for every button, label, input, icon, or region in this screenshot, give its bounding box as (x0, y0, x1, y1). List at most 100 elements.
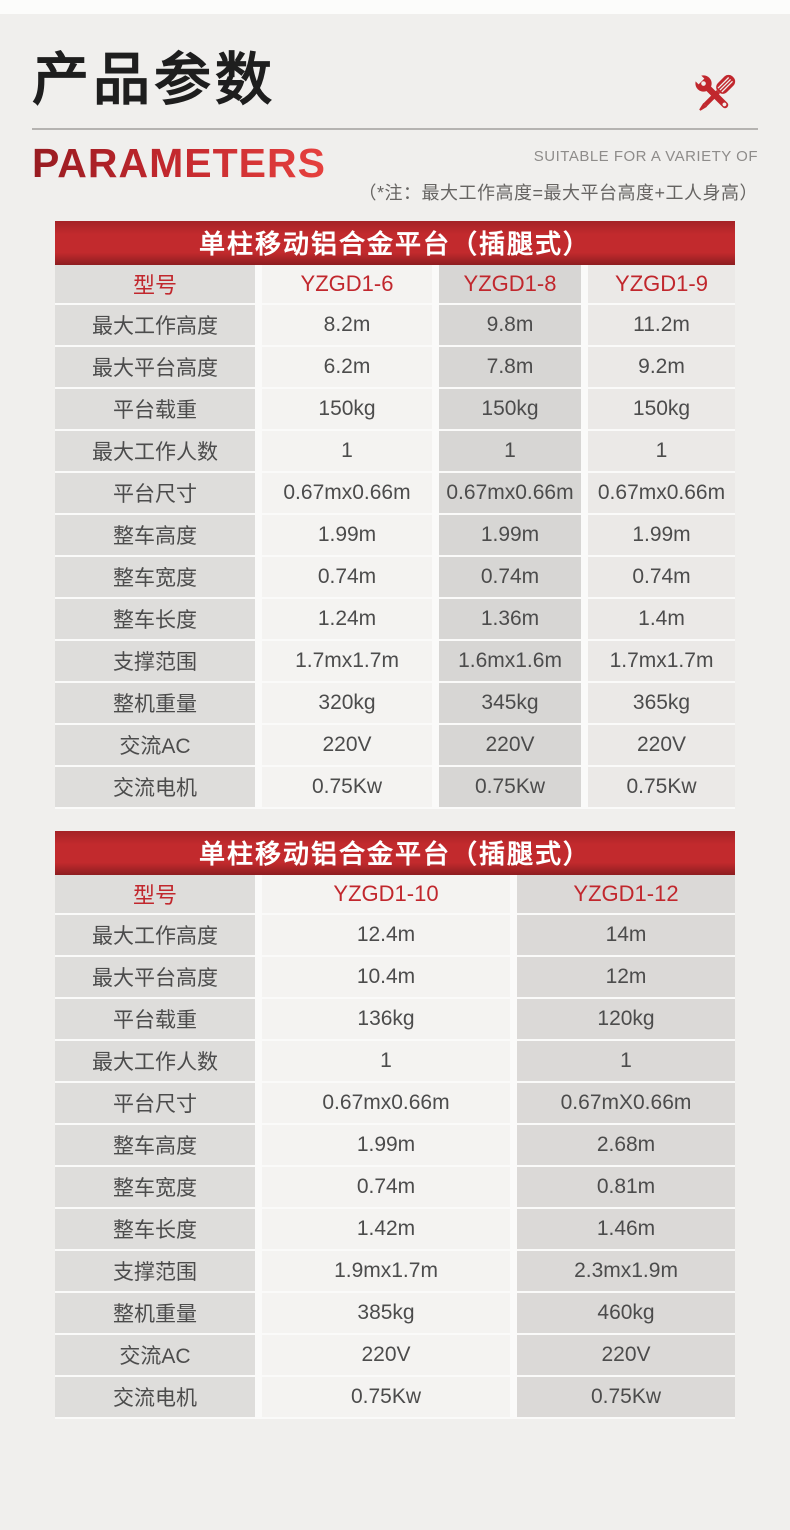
spec-value-cell: 2.3mx1.9m (517, 1250, 735, 1291)
spec-value-cell: 385kg (262, 1292, 510, 1333)
wrench-screwdriver-icon (691, 71, 736, 111)
spec-table-2: 单柱移动铝合金平台（插腿式） 型号 YZGD1-10 YZGD1-12 最大工作高度 1… (55, 830, 735, 1419)
spec-value-cell: 1.9mx1.7m (262, 1250, 510, 1291)
model-label-cell: 型号 (55, 264, 255, 303)
spec-value-cell: 11.2m (588, 304, 735, 345)
spec-value-cell: 220V (262, 1334, 510, 1375)
spec-value-cell: 9.8m (439, 304, 581, 345)
spec-value-cell: 220V (262, 724, 432, 765)
spec-label-cell: 支撑范围 (55, 1250, 255, 1291)
spec-value-cell: 0.74m (262, 556, 432, 597)
model-name-cell: YZGD1-8 (439, 264, 581, 303)
spec-value-cell: 365kg (588, 682, 735, 723)
spec-value-cell: 136kg (262, 998, 510, 1039)
spec-value-cell: 1.7mx1.7m (588, 640, 735, 681)
spec-value-cell: 2.68m (517, 1124, 735, 1165)
model-name-cell: YZGD1-9 (588, 264, 735, 303)
page-title: 产品参数 (32, 48, 276, 112)
page-subtitle: PARAMETERS (32, 139, 326, 186)
table-title: 单柱移动铝合金平台（插腿式） (55, 830, 735, 875)
spec-value-cell: 0.75Kw (439, 766, 581, 807)
spec-value-cell: 1.24m (262, 598, 432, 639)
spec-value-cell: 1 (588, 430, 735, 471)
spec-value-cell: 1.99m (262, 514, 432, 555)
spec-label-cell: 平台尺寸 (55, 1082, 255, 1123)
spec-label-cell: 最大工作高度 (55, 304, 255, 345)
spec-value-cell: 1 (439, 430, 581, 471)
spec-value-cell: 1.99m (588, 514, 735, 555)
page-header: 产品参数 PARAMETERS SUITABLE FOR A VARIETY O… (32, 48, 758, 205)
spec-value-cell: 150kg (588, 388, 735, 429)
spec-value-cell: 0.75Kw (262, 766, 432, 807)
model-name-cell: YZGD1-12 (517, 874, 735, 913)
spec-label-cell: 整车宽度 (55, 556, 255, 597)
spec-value-cell: 220V (439, 724, 581, 765)
spec-value-cell: 1.36m (439, 598, 581, 639)
spec-label-cell: 最大工作人数 (55, 430, 255, 471)
spec-label-cell: 交流电机 (55, 766, 255, 807)
spec-value-cell: 1.7mx1.7m (262, 640, 432, 681)
spec-value-cell: 320kg (262, 682, 432, 723)
spec-value-cell: 0.74m (262, 1166, 510, 1207)
spec-table-1: 单柱移动铝合金平台（插腿式） 型号 YZGD1-6 YZGD1-8 YZGD1-9 最大… (55, 220, 735, 809)
spec-value-cell: 14m (517, 914, 735, 955)
spec-value-cell: 8.2m (262, 304, 432, 345)
table-grid: 型号 YZGD1-10 YZGD1-12 最大工作高度 12.4m 14m 最大平台高度 10… (55, 874, 735, 1419)
spec-value-cell: 1.6mx1.6m (439, 640, 581, 681)
top-strip (0, 0, 790, 14)
spec-value-cell: 1.42m (262, 1208, 510, 1249)
spec-value-cell: 0.67mx0.66m (439, 472, 581, 513)
spec-label-cell: 平台尺寸 (55, 472, 255, 513)
spec-label-cell: 最大平台高度 (55, 346, 255, 387)
spec-label-cell: 交流电机 (55, 1376, 255, 1417)
model-name-cell: YZGD1-10 (262, 874, 510, 913)
spec-value-cell: 0.75Kw (262, 1376, 510, 1417)
spec-value-cell: 1.99m (262, 1124, 510, 1165)
spec-value-cell: 12m (517, 956, 735, 997)
spec-value-cell: 10.4m (262, 956, 510, 997)
model-name-cell: YZGD1-6 (262, 264, 432, 303)
spec-label-cell: 整车长度 (55, 598, 255, 639)
spec-label-cell: 最大工作高度 (55, 914, 255, 955)
spec-label-cell: 平台载重 (55, 998, 255, 1039)
header-divider (32, 127, 758, 130)
spec-label-cell: 整机重量 (55, 1292, 255, 1333)
spec-value-cell: 460kg (517, 1292, 735, 1333)
spec-value-cell: 1 (262, 430, 432, 471)
spec-value-cell: 220V (517, 1334, 735, 1375)
spec-label-cell: 交流AC (55, 724, 255, 765)
spec-label-cell: 最大工作人数 (55, 1040, 255, 1081)
spec-value-cell: 150kg (262, 388, 432, 429)
table-grid: 型号 YZGD1-6 YZGD1-8 YZGD1-9 最大工作高度 8.2m 9.8m 11.… (55, 264, 735, 809)
table-title: 单柱移动铝合金平台（插腿式） (55, 220, 735, 265)
spec-value-cell: 1 (262, 1040, 510, 1081)
spec-label-cell: 整车宽度 (55, 1166, 255, 1207)
tagline: SUITABLE FOR A VARIETY OF (533, 147, 758, 165)
spec-value-cell: 0.67mX0.66m (517, 1082, 735, 1123)
spec-value-cell: 6.2m (262, 346, 432, 387)
spec-value-cell: 220V (588, 724, 735, 765)
spec-value-cell: 1 (517, 1040, 735, 1081)
spec-value-cell: 7.8m (439, 346, 581, 387)
spec-value-cell: 0.74m (588, 556, 735, 597)
spec-label-cell: 整车高度 (55, 514, 255, 555)
spec-value-cell: 120kg (517, 998, 735, 1039)
spec-value-cell: 9.2m (588, 346, 735, 387)
spec-value-cell: 0.75Kw (588, 766, 735, 807)
spec-label-cell: 整机重量 (55, 682, 255, 723)
spec-value-cell: 12.4m (262, 914, 510, 955)
note-text: （*注：最大工作高度=最大平台高度+工人身高） (358, 182, 758, 203)
spec-value-cell: 0.75Kw (517, 1376, 735, 1417)
spec-value-cell: 0.67mx0.66m (262, 472, 432, 513)
spec-label-cell: 整车长度 (55, 1208, 255, 1249)
spec-label-cell: 平台载重 (55, 388, 255, 429)
spec-value-cell: 1.4m (588, 598, 735, 639)
spec-value-cell: 0.81m (517, 1166, 735, 1207)
spec-value-cell: 150kg (439, 388, 581, 429)
spec-value-cell: 0.67mx0.66m (588, 472, 735, 513)
spec-value-cell: 345kg (439, 682, 581, 723)
spec-value-cell: 1.99m (439, 514, 581, 555)
spec-label-cell: 最大平台高度 (55, 956, 255, 997)
spec-value-cell: 0.74m (439, 556, 581, 597)
spec-label-cell: 交流AC (55, 1334, 255, 1375)
